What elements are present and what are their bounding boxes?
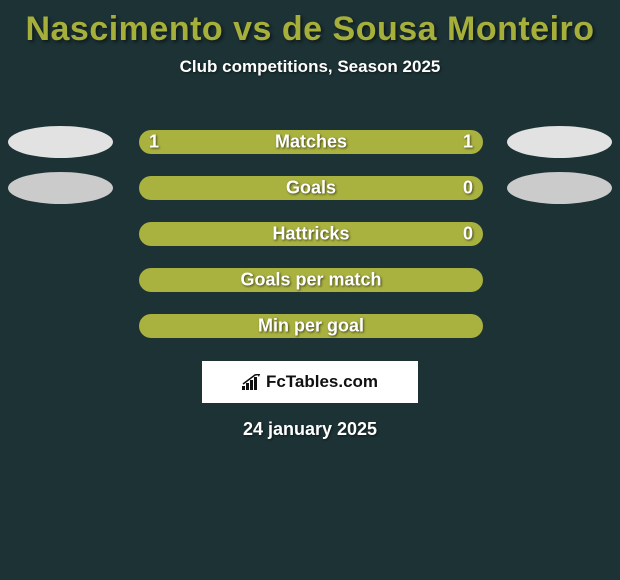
stats-list: Matches 1 1 Goals 0 Hattricks 0 Goals per match… — [0, 119, 620, 349]
stat-label: Goals — [286, 178, 336, 199]
date-text: 24 january 2025 — [0, 419, 620, 440]
stat-row: Goals 0 — [0, 165, 620, 211]
stat-bar: Hattricks 0 — [139, 222, 483, 246]
stat-label: Min per goal — [258, 316, 364, 337]
stat-row: Goals per match — [0, 257, 620, 303]
stat-value-left: 1 — [149, 132, 159, 153]
stat-bar: Matches 1 1 — [139, 130, 483, 154]
comparison-card: Nascimento vs de Sousa Monteiro Club com… — [0, 0, 620, 580]
stat-bar: Goals per match — [139, 268, 483, 292]
stat-label: Matches — [275, 132, 347, 153]
stat-bar: Goals 0 — [139, 176, 483, 200]
stat-row: Hattricks 0 — [0, 211, 620, 257]
stat-bar-right — [311, 176, 483, 200]
stat-value-right: 1 — [463, 132, 473, 153]
page-subtitle: Club competitions, Season 2025 — [0, 57, 620, 77]
stat-row: Min per goal — [0, 303, 620, 349]
player-photo-left — [8, 126, 113, 158]
logo-text: FcTables.com — [266, 372, 378, 392]
chart-icon — [242, 374, 262, 390]
player-photo-right — [507, 126, 612, 158]
stat-label: Hattricks — [272, 224, 349, 245]
player-photo-right — [507, 172, 612, 204]
stat-value-right: 0 — [463, 178, 473, 199]
stat-value-right: 0 — [463, 224, 473, 245]
stat-bar: Min per goal — [139, 314, 483, 338]
player-photo-left — [8, 172, 113, 204]
fctables-logo: FcTables.com — [202, 361, 418, 403]
stat-row: Matches 1 1 — [0, 119, 620, 165]
page-title: Nascimento vs de Sousa Monteiro — [0, 0, 620, 57]
stat-label: Goals per match — [240, 270, 381, 291]
